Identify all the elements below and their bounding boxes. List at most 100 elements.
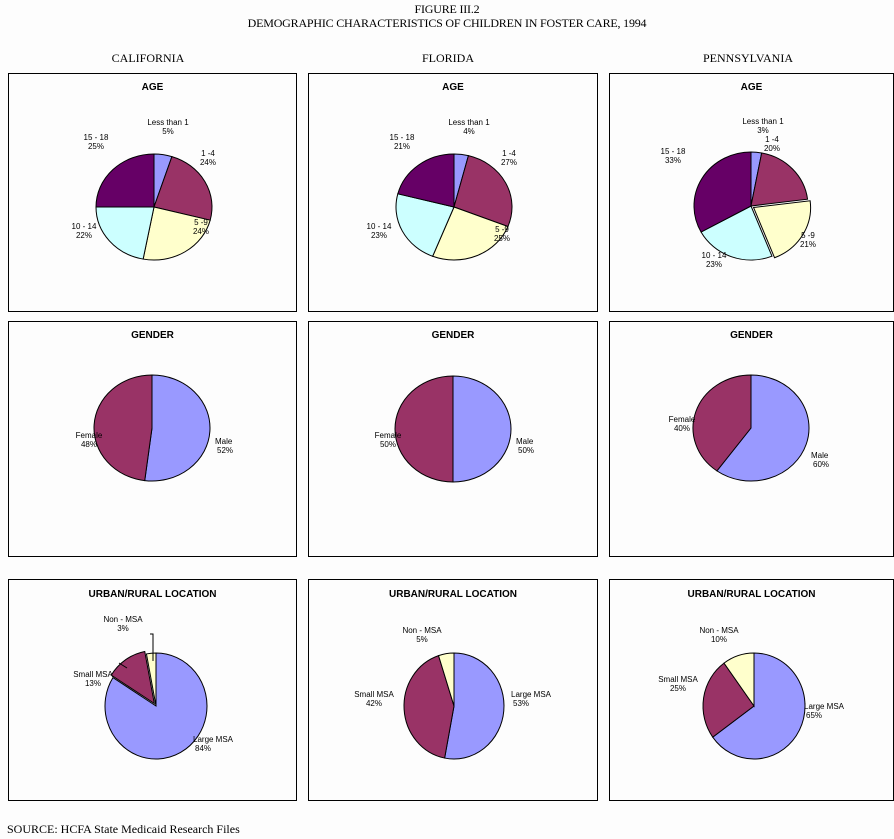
pie-slice-10-14 <box>700 205 773 261</box>
pie-slice-large-msa <box>712 652 806 760</box>
slice-label-1-4: 1 -4 <box>201 149 215 158</box>
slice-value-non-msa: 10% <box>711 635 727 644</box>
pie-slice-1-4 <box>750 152 809 207</box>
slice-label-less-than-1: Less than 1 <box>742 117 784 126</box>
slice-label-non-msa: Non - MSA <box>103 615 143 624</box>
pie-slice-large-msa <box>444 652 505 760</box>
slice-label-large-msa: Large MSA <box>511 690 552 699</box>
slice-value-non-msa: 3% <box>117 624 129 633</box>
slice-value-non-msa: 5% <box>416 635 428 644</box>
slice-label-1-4: 1 -4 <box>502 149 516 158</box>
pie-slice-male <box>452 375 512 483</box>
pie-slice-small-msa <box>403 654 455 759</box>
slice-label-10-14: 10 - 14 <box>367 222 392 231</box>
slice-label-large-msa: Large MSA <box>193 735 234 744</box>
slice-value-10-14: 23% <box>371 231 387 240</box>
slice-value-small-msa: 13% <box>85 679 101 688</box>
state-label-pennsylvania: PENNSYLVANIA <box>702 51 794 65</box>
chart-panel-california-age: AGE Less than 1 5% 1 -4 24% 5 -9 24% 10 - 14 22%… <box>8 73 297 312</box>
slice-value-male: 50% <box>518 446 534 455</box>
slice-value-male: 52% <box>217 446 233 455</box>
state-label-california: CALIFORNIA <box>111 51 185 65</box>
pie-slice-non-msa <box>145 652 157 707</box>
chart-panel-florida-urban-rural-location: URBAN/RURAL LOCATION Large MSA 53% Small MS… <box>308 579 598 801</box>
chart-title: AGE <box>141 82 164 93</box>
slice-value-female: 48% <box>81 440 97 449</box>
slice-value-1-4: 24% <box>200 158 216 167</box>
slice-value-less-than-1: 5% <box>162 127 174 136</box>
slice-label-small-msa: Small MSA <box>73 670 113 679</box>
slice-label-female: Female <box>669 415 696 424</box>
slice-label-male: Male <box>215 437 233 446</box>
chart-title: URBAN/RURAL LOCATION <box>88 589 217 600</box>
slice-label-15-18: 15 - 18 <box>84 133 109 142</box>
pie-slice-15-18 <box>693 151 752 233</box>
chart-panel-california-gender: GENDER Male 52% Female 48% <box>8 321 297 557</box>
slice-value-large-msa: 53% <box>513 699 529 708</box>
chart-title: GENDER <box>131 330 174 341</box>
slice-value-5-9: 24% <box>193 227 209 236</box>
slice-value-large-msa: 65% <box>806 711 822 720</box>
slice-label-10-14: 10 - 14 <box>702 251 727 260</box>
slice-value-1-4: 27% <box>501 158 517 167</box>
slice-label-10-14: 10 - 14 <box>72 222 97 231</box>
pie-slice-male <box>716 374 810 482</box>
slice-value-female: 40% <box>674 424 690 433</box>
pie-slice-small-msa <box>702 662 755 738</box>
chart-panel-pennsylvania-age: AGE Less than 1 3% 1 -4 20% 5 -9 21% 10 - 14 23%… <box>609 73 894 312</box>
slice-label-less-than-1: Less than 1 <box>448 118 490 127</box>
slice-value-small-msa: 25% <box>670 684 686 693</box>
slice-value-10-14: 23% <box>706 260 722 269</box>
pie-slice-1-4 <box>453 155 513 228</box>
slice-label-1-4: 1 -4 <box>765 135 779 144</box>
figure-number: FIGURE III.2 <box>414 2 480 16</box>
slice-label-5-9: 5 -9 <box>495 225 509 234</box>
chart-title: AGE <box>442 82 464 93</box>
chart-title: GENDER <box>730 330 773 341</box>
pie-slice-female <box>394 375 454 483</box>
slice-label-non-msa: Non - MSA <box>402 626 442 635</box>
pie-slice-15-18 <box>95 153 155 208</box>
slice-value-male: 60% <box>813 460 829 469</box>
chart-panel-california-urban-rural-location: URBAN/RURAL LOCATION Large MSA 84% Small MS… <box>8 579 297 801</box>
slice-value-less-than-1: 4% <box>463 127 475 136</box>
chart-title: AGE <box>740 82 763 93</box>
slice-value-1-4: 20% <box>764 144 780 153</box>
pie-slice-15-18 <box>397 153 455 208</box>
chart-panel-florida-gender: GENDER Male 50% Female 50% <box>308 321 598 557</box>
chart-title: GENDER <box>431 330 475 341</box>
pie-chart: Less than 15%1 -424%5 -924%10 - 1422%15 … <box>72 118 216 261</box>
slice-label-15-18: 15 - 18 <box>390 133 415 142</box>
slice-label-large-msa: Large MSA <box>804 702 845 711</box>
slice-value-5-9: 25% <box>494 234 510 243</box>
pie-slice-10-14 <box>395 193 455 257</box>
source-note: SOURCE: HCFA State Medicaid Research Fil… <box>7 822 240 836</box>
slice-label-less-than-1: Less than 1 <box>147 118 189 127</box>
slice-label-15-18: 15 - 18 <box>661 147 686 156</box>
slice-label-small-msa: Small MSA <box>658 675 698 684</box>
leader-line-small-msa <box>118 662 128 669</box>
slice-label-non-msa: Non - MSA <box>699 626 739 635</box>
pie-slice-female <box>692 374 752 472</box>
pie-slice-5-9 <box>752 200 812 259</box>
slice-label-female: Female <box>375 431 402 440</box>
slice-value-female: 50% <box>380 440 396 449</box>
slice-label-male: Male <box>811 451 829 460</box>
leader-line-non-msa <box>150 633 154 661</box>
chart-panel-florida-age: AGE Less than 1 4% 1 -4 27% 5 -9 25% 10 - 14 23%… <box>308 73 598 312</box>
slice-value-5-9: 21% <box>800 240 816 249</box>
slice-value-10-14: 22% <box>76 231 92 240</box>
chart-panel-pennsylvania-gender: GENDER Male 60% Female 40% <box>609 321 894 557</box>
pie-slice-non-msa <box>437 652 455 707</box>
figure-title: DEMOGRAPHIC CHARACTERISTICS OF CHILDREN … <box>247 16 647 30</box>
chart-title: URBAN/RURAL LOCATION <box>687 589 816 600</box>
slice-label-female: Female <box>76 431 103 440</box>
slice-value-less-than-1: 3% <box>757 126 769 135</box>
slice-label-small-msa: Small MSA <box>354 690 394 699</box>
slice-value-15-18: 33% <box>665 156 681 165</box>
